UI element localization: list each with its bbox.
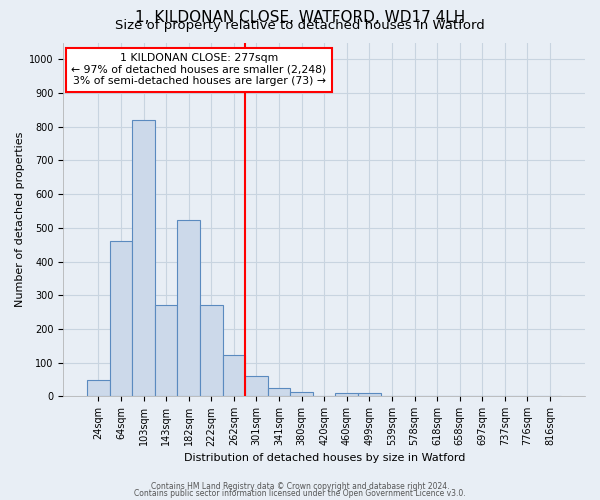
Bar	[335, 393, 358, 396]
Text: Size of property relative to detached houses in Watford: Size of property relative to detached ho…	[115, 19, 485, 32]
Bar	[178, 220, 200, 396]
Y-axis label: Number of detached properties: Number of detached properties	[15, 132, 25, 307]
Bar	[290, 392, 313, 396]
Bar	[358, 393, 380, 396]
Bar	[245, 376, 268, 396]
X-axis label: Distribution of detached houses by size in Watford: Distribution of detached houses by size …	[184, 452, 465, 462]
Text: Contains public sector information licensed under the Open Government Licence v3: Contains public sector information licen…	[134, 489, 466, 498]
Bar	[155, 306, 178, 396]
Text: Contains HM Land Registry data © Crown copyright and database right 2024.: Contains HM Land Registry data © Crown c…	[151, 482, 449, 491]
Bar	[223, 355, 245, 397]
Text: 1, KILDONAN CLOSE, WATFORD, WD17 4LH: 1, KILDONAN CLOSE, WATFORD, WD17 4LH	[135, 10, 465, 25]
Bar	[110, 240, 132, 396]
Bar	[87, 380, 110, 396]
Bar	[132, 120, 155, 396]
Bar	[268, 388, 290, 396]
Text: 1 KILDONAN CLOSE: 277sqm
← 97% of detached houses are smaller (2,248)
3% of semi: 1 KILDONAN CLOSE: 277sqm ← 97% of detach…	[71, 53, 326, 86]
Bar	[200, 306, 223, 396]
